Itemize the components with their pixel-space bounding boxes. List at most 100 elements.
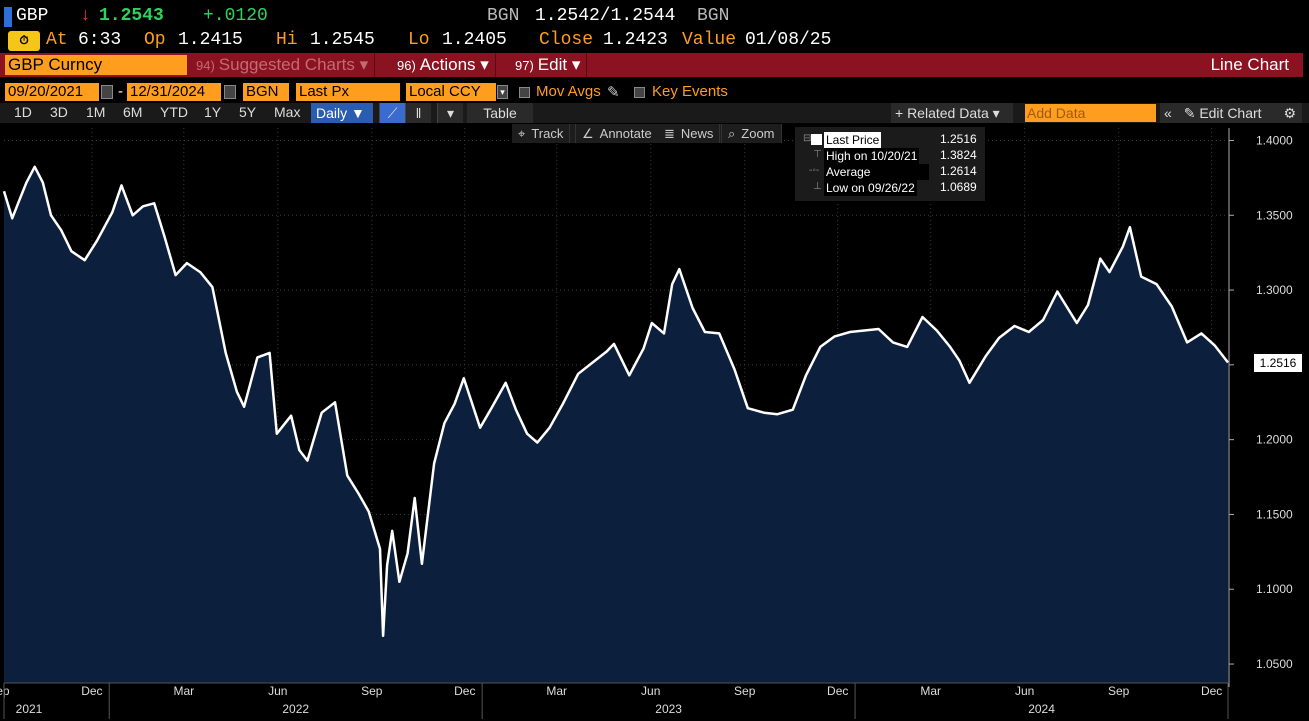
collapse-icon[interactable]: «	[1164, 105, 1172, 121]
chevron-down-icon[interactable]: ▾	[497, 85, 508, 99]
value-date: 01/08/25	[745, 30, 832, 50]
price-field-select[interactable]: Last Px	[296, 83, 400, 101]
x-tick-label: Sep	[1108, 684, 1130, 698]
table-button[interactable]: Table	[467, 103, 533, 123]
x-tick-label: Sep	[734, 684, 756, 698]
period-1d[interactable]: 1D	[14, 104, 32, 120]
gear-icon[interactable]: ⚙	[1283, 105, 1296, 121]
quote-details: ⏱ At 6:33 Op 1.2415 Hi 1.2545 Lo 1.2405 …	[0, 29, 1309, 53]
pencil-icon[interactable]: ✎	[607, 84, 620, 101]
legend-last-price: ⊟ Last Price 1.2516	[795, 131, 985, 148]
x-tick-label: Sep	[0, 684, 10, 698]
period-3d[interactable]: 3D	[50, 104, 68, 120]
suggested-charts-menu[interactable]: 94) Suggested Charts ▾	[190, 53, 376, 77]
collapse-icon[interactable]: ⊟	[803, 133, 812, 144]
line-chart-icon[interactable]: ⟋	[379, 103, 405, 123]
ticker-label: GBP	[16, 6, 49, 26]
y-tick-label: 1.0500	[1256, 657, 1293, 671]
period-5y[interactable]: 5Y	[239, 104, 257, 120]
key-events-label[interactable]: Key Events	[652, 83, 728, 100]
x-tick-label: Jun	[641, 684, 660, 698]
start-date-field[interactable]: 09/20/2021	[5, 83, 99, 101]
menu-number: 97)	[515, 58, 534, 73]
last-price-axis-label: 1.2516	[1254, 354, 1302, 372]
period-max[interactable]: Max	[274, 104, 301, 120]
legend-high: ⊤ High on 10/20/21 1.3824	[795, 147, 985, 164]
menu-label: Edit	[537, 55, 568, 74]
security-field[interactable]: GBP Curncy	[5, 55, 187, 75]
period-ytd[interactable]: YTD	[160, 104, 188, 120]
source-field[interactable]: BGN	[243, 83, 289, 101]
last-price: 1.2543	[99, 6, 164, 26]
y-tick-label: 1.3000	[1256, 283, 1293, 297]
y-tick-label: 1.1000	[1256, 582, 1293, 596]
mov-avgs-label[interactable]: Mov Avgs	[536, 83, 601, 100]
ask-source: BGN	[697, 6, 730, 26]
year-label: 2024	[1028, 702, 1055, 716]
open-label: Op	[144, 30, 166, 50]
menu-label: Suggested Charts	[218, 55, 355, 74]
x-axis: Sep Dec Mar Jun Sep Dec Mar Jun Sep Dec Mar Jun Sep D…	[0, 682, 1229, 719]
close-value: 1.2423	[603, 30, 668, 50]
quote-time: 6:33	[78, 30, 122, 50]
x-tick-label: Dec	[1201, 684, 1222, 698]
legend-average: -◦- Average 1.2614	[795, 163, 985, 180]
chart-legend: ⊟ Last Price 1.2516 ⊤ High on 10/20/21 1…	[795, 127, 985, 201]
legend-label: Last Price	[824, 132, 882, 148]
related-data-menu[interactable]: + Related Data ▾	[891, 103, 1013, 123]
security-marker	[4, 7, 12, 27]
frequency-select[interactable]: Daily ▼	[311, 103, 373, 123]
track-label: Track	[525, 124, 571, 143]
chevron-down-icon: ▾	[480, 55, 489, 74]
y-tick-label: 1.2000	[1256, 433, 1293, 447]
y-tick-label: 1.4000	[1256, 133, 1293, 147]
add-data-input[interactable]: Add Data	[1025, 104, 1156, 122]
annotate-tool[interactable]: ∠ Annotate	[576, 124, 659, 143]
date-dash: -	[118, 83, 123, 100]
candle-chart-icon[interactable]: ǁ	[405, 103, 431, 123]
currency-select[interactable]: Local CCY	[406, 83, 496, 101]
end-date-field[interactable]: 12/31/2024	[127, 83, 221, 101]
x-tick-label: Dec	[454, 684, 475, 698]
news-label: News	[674, 124, 721, 143]
calendar-icon[interactable]	[224, 85, 236, 99]
menu-number: 94)	[196, 58, 215, 73]
edit-menu[interactable]: 97) Edit ▾	[509, 53, 588, 77]
legend-label: High on 10/20/21	[824, 148, 920, 164]
y-axis: 1.40001.35001.30001.25001.20001.15001.10…	[1228, 128, 1293, 687]
actions-menu[interactable]: 96) Actions ▾	[391, 53, 496, 77]
high-marker-icon: ⊤	[813, 149, 822, 160]
price-chart[interactable]: 1.40001.35001.30001.25001.20001.15001.10…	[0, 123, 1309, 721]
edit-chart-button[interactable]: « ✎ Edit Chart ⚙	[1160, 103, 1302, 123]
track-tool[interactable]: ⌖ Track	[512, 124, 576, 143]
legend-swatch	[811, 134, 822, 145]
x-tick-label: Mar	[173, 684, 194, 698]
close-label: Close	[539, 30, 594, 50]
legend-value: 1.2516	[940, 132, 977, 146]
x-tick-label: Jun	[1015, 684, 1034, 698]
zoom-label: Zoom	[735, 124, 782, 143]
period-6m[interactable]: 6M	[123, 104, 143, 120]
price-line	[2, 165, 1229, 638]
news-tool[interactable]: ≣ News	[658, 124, 722, 143]
at-label: At	[46, 30, 68, 50]
period-1m[interactable]: 1M	[86, 104, 106, 120]
legend-value: 1.3824	[940, 148, 977, 162]
key-events-checkbox[interactable]	[634, 87, 645, 98]
quote-header: GBP ↓ 1.2543 +.0120 BGN 1.2542/1.2544 BG…	[0, 5, 1309, 29]
down-arrow-icon: ↓	[80, 6, 91, 26]
pencil-icon: ✎	[1183, 105, 1196, 121]
chevron-down-icon[interactable]: ▾	[437, 103, 463, 123]
x-tick-label: Dec	[81, 684, 102, 698]
chevron-down-icon: ▾	[571, 55, 581, 74]
clock-icon[interactable]: ⏱	[8, 31, 40, 51]
year-label: 2022	[282, 702, 309, 716]
low-marker-icon: ⊥	[813, 181, 822, 192]
zoom-tool[interactable]: ⌕ Zoom	[722, 124, 782, 143]
legend-value: 1.2614	[940, 164, 977, 178]
period-bar: 1D 3D 1M 6M YTD 1Y 5Y Max Daily ▼ ⟋ ǁ ▾ …	[0, 103, 1309, 123]
year-label: 2021	[16, 702, 43, 716]
calendar-icon[interactable]	[101, 85, 113, 99]
mov-avgs-checkbox[interactable]	[519, 87, 530, 98]
period-1y[interactable]: 1Y	[204, 104, 222, 120]
